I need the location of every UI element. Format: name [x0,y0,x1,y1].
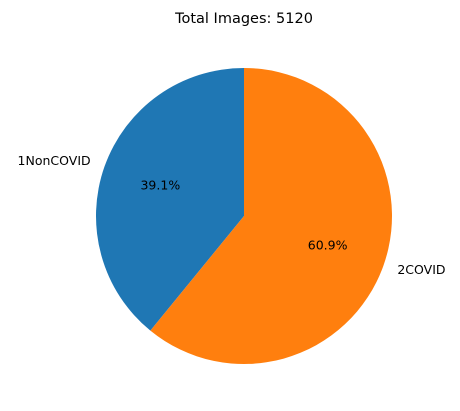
chart-title: Total Images: 5120 [174,11,313,27]
slice-label-2covid: 2COVID [397,262,445,277]
pie-slice-2covid [150,68,392,364]
slice-percent-2covid: 60.9% [308,237,348,252]
slice-label-1noncovid: 1NonCOVID [18,153,91,168]
slice-percent-1noncovid: 39.1% [140,178,180,193]
pie-slices [96,68,392,364]
pie-slice-1noncovid [96,68,244,331]
pie-labels: 1NonCOVID 39.1% 2COVID 60.9% [18,153,446,277]
